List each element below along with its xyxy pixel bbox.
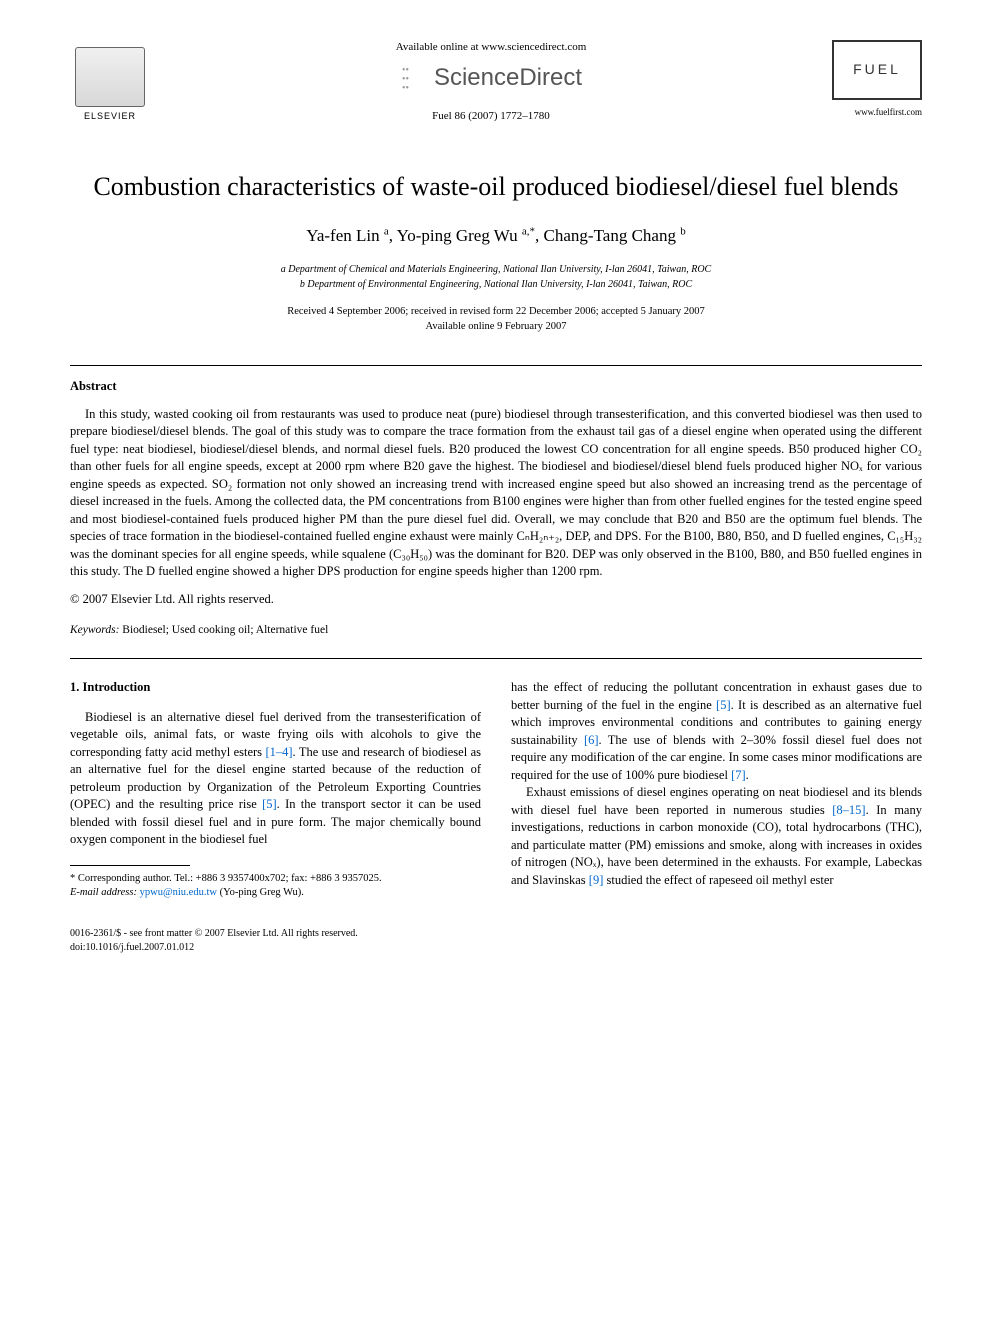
sciencedirect-dots-icon (400, 64, 428, 92)
email-address[interactable]: ypwu@niu.edu.tw (140, 887, 217, 898)
sciencedirect-text: ScienceDirect (434, 61, 582, 95)
ref-link-5a[interactable]: [5] (262, 797, 277, 811)
center-header: Available online at www.sciencedirect.co… (150, 40, 832, 124)
received-date: Received 4 September 2006; received in r… (70, 304, 922, 320)
ref-link-9[interactable]: [9] (589, 873, 604, 887)
column-left: 1. Introduction Biodiesel is an alternat… (70, 679, 481, 901)
author-1: Ya-fen Lin a (306, 226, 389, 245)
email-author-name: (Yo-ping Greg Wu). (220, 887, 304, 898)
ref-link-6[interactable]: [6] (584, 733, 599, 747)
corresponding-author-footnote: * Corresponding author. Tel.: +886 3 935… (70, 872, 481, 901)
footer-issn-line: 0016-2361/$ - see front matter © 2007 El… (70, 927, 922, 941)
footnote-rule (70, 865, 190, 866)
author-2: Yo-ping Greg Wu a,* (397, 226, 535, 245)
abstract-heading: Abstract (70, 378, 922, 396)
footer-doi-line: doi:10.1016/j.fuel.2007.01.012 (70, 941, 922, 955)
abstract-copyright: © 2007 Elsevier Ltd. All rights reserved… (70, 591, 922, 609)
affiliation-a: a Department of Chemical and Materials E… (70, 262, 922, 277)
keywords-text: Biodiesel; Used cooking oil; Alternative… (122, 624, 328, 636)
ref-link-8-15[interactable]: [8–15] (832, 803, 865, 817)
journal-logo-block: FUEL www.fuelfirst.com (832, 40, 922, 119)
text-fragment: studied the effect of rapeseed oil methy… (603, 873, 833, 887)
footer-block: 0016-2361/$ - see front matter © 2007 El… (70, 927, 922, 955)
rule-top (70, 365, 922, 366)
keywords-label: Keywords: (70, 624, 119, 636)
intro-paragraph-1-cont: has the effect of reducing the pollutant… (511, 679, 922, 784)
rule-bottom (70, 658, 922, 659)
fuel-logo: FUEL (832, 40, 922, 100)
ref-link-7[interactable]: [7] (731, 768, 746, 782)
elsevier-logo: ELSEVIER (70, 40, 150, 130)
affiliation-b: b Department of Environmental Engineerin… (70, 277, 922, 292)
text-fragment: . (746, 768, 749, 782)
elsevier-label: ELSEVIER (84, 110, 136, 123)
ref-link-5b[interactable]: [5] (716, 698, 731, 712)
corresponding-text: * Corresponding author. Tel.: +886 3 935… (70, 872, 481, 887)
email-line: E-mail address: ypwu@niu.edu.tw (Yo-ping… (70, 886, 481, 901)
keywords-line: Keywords: Biodiesel; Used cooking oil; A… (70, 622, 922, 638)
online-date: Available online 9 February 2007 (70, 319, 922, 335)
introduction-heading: 1. Introduction (70, 679, 481, 697)
intro-paragraph-1: Biodiesel is an alternative diesel fuel … (70, 709, 481, 849)
article-dates: Received 4 September 2006; received in r… (70, 304, 922, 336)
journal-reference: Fuel 86 (2007) 1772–1780 (170, 109, 812, 124)
available-online-text: Available online at www.sciencedirect.co… (170, 40, 812, 55)
fuel-website: www.fuelfirst.com (832, 106, 922, 119)
sciencedirect-logo: ScienceDirect (170, 61, 812, 95)
abstract-text: In this study, wasted cooking oil from r… (70, 406, 922, 581)
body-columns: 1. Introduction Biodiesel is an alternat… (70, 679, 922, 901)
affiliations: a Department of Chemical and Materials E… (70, 262, 922, 292)
article-title: Combustion characteristics of waste-oil … (70, 170, 922, 204)
ref-link-1-4[interactable]: [1–4] (265, 745, 292, 759)
abstract-body: In this study, wasted cooking oil from r… (70, 407, 922, 579)
authors-line: Ya-fen Lin a, Yo-ping Greg Wu a,*, Chang… (70, 224, 922, 248)
email-label: E-mail address: (70, 887, 137, 898)
elsevier-tree-icon (75, 47, 145, 107)
column-right: has the effect of reducing the pollutant… (511, 679, 922, 901)
intro-paragraph-2: Exhaust emissions of diesel engines oper… (511, 784, 922, 889)
author-3: Chang-Tang Chang b (544, 226, 686, 245)
publisher-header: ELSEVIER Available online at www.science… (70, 40, 922, 130)
